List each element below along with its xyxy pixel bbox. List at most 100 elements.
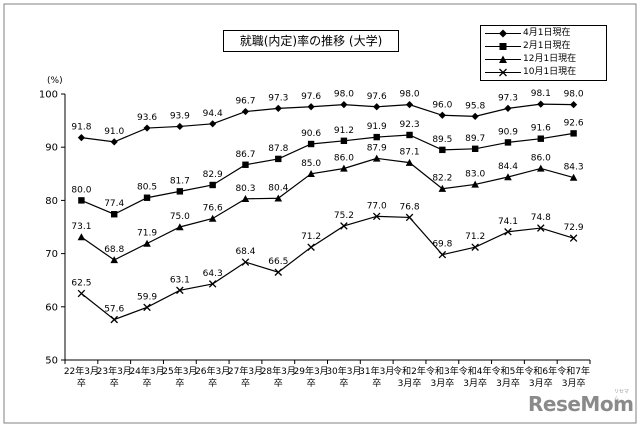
data-point [471,145,479,152]
data-label: 97.6 [367,92,387,102]
data-label: 64.3 [203,269,223,279]
data-label: 89.5 [432,135,452,145]
data-point [438,250,447,259]
x-tick-label: 31年3月卒 [359,365,394,389]
data-point [176,286,184,295]
x-tick-label: 24年3月卒 [129,365,164,389]
data-label: 80.4 [268,183,288,193]
x-tick-label: 30年3月卒 [326,365,361,389]
x-tick-label: 令和2年 3月卒 [393,365,426,389]
data-label: 91.9 [367,122,387,132]
data-point [405,158,414,166]
data-label: 82.9 [203,170,223,180]
data-point [143,239,151,247]
data-point [307,103,315,111]
data-label: 87.1 [400,148,420,158]
data-label: 66.5 [268,257,288,267]
data-label: 73.1 [71,222,91,232]
data-point [274,194,283,202]
outer-border [3,3,637,424]
x-tick-label: 令和6年 3月卒 [524,365,557,389]
data-point [143,124,151,132]
data-label: 69.8 [432,240,452,250]
data-point [307,243,315,251]
data-point [438,111,446,119]
data-label: 85.0 [301,159,321,169]
data-label: 76.6 [203,203,223,213]
data-label: 71.2 [465,232,485,242]
data-point [275,155,282,163]
data-point [569,101,578,109]
data-label: 98.1 [531,89,551,99]
data-point [110,256,119,264]
x-tick-label: 令和5年 3月卒 [492,365,525,389]
data-label: 98.0 [564,90,584,100]
data-point [471,180,479,188]
legend-marker-triangle-icon [485,55,521,63]
data-label: 87.9 [367,143,387,153]
data-point [340,137,348,145]
legend-label: 4月1日現在 [523,28,571,38]
data-label: 91.6 [531,124,551,134]
data-label: 74.1 [498,217,518,227]
data-label: 63.1 [170,275,190,285]
data-label: 74.8 [531,213,551,223]
data-label: 57.6 [104,305,124,315]
data-label: 98.0 [400,90,420,100]
data-point [340,101,348,109]
legend-item: 12月1日現在 [481,53,606,66]
data-label: 68.4 [235,247,255,257]
data-label: 68.8 [104,245,124,255]
legend-marker-diamond-icon [485,29,521,38]
data-point [438,184,447,192]
legend: 4月1日現在 2月1日現在 12月1日現在 10月1日現在 [480,25,607,81]
y-tick-label: 80 [45,196,58,207]
data-point [176,188,184,195]
data-point [208,214,217,222]
data-point [110,315,118,324]
data-point [405,101,414,109]
data-point [208,280,217,288]
data-label: 82.2 [432,174,452,184]
data-point [78,197,85,204]
data-label: 92.6 [564,118,584,128]
data-point [111,211,118,218]
data-label: 91.0 [104,127,124,137]
data-point [504,173,512,181]
logo-subtext: リセマム [614,389,630,402]
data-label: 90.6 [301,129,321,139]
x-tick-label: 22年3月卒 [64,365,99,389]
data-label: 86.0 [531,153,551,163]
data-label: 91.2 [334,126,354,136]
series-line [81,215,574,321]
data-label: 84.4 [498,162,518,172]
data-label: 87.8 [268,144,288,154]
data-label: 86.7 [235,150,255,160]
legend-label: 12月1日現在 [523,54,577,64]
data-point [372,212,381,221]
data-label: 77.4 [104,199,124,209]
data-label: 80.5 [137,183,157,193]
data-point [569,173,578,181]
data-label: 84.3 [564,163,584,173]
data-point [176,223,184,231]
data-point [209,181,216,189]
data-point [340,164,348,172]
data-label: 93.9 [170,111,190,121]
data-label: 98.0 [334,90,354,100]
data-point [406,131,413,139]
x-tick-label: 28年3月卒 [261,365,296,389]
data-point [471,243,479,251]
legend-item: 2月1日現在 [481,40,606,53]
data-point [77,289,86,298]
data-point [77,134,86,142]
data-label: 62.5 [71,279,91,289]
data-point [537,224,545,232]
data-label: 86.0 [334,153,354,163]
data-point [569,234,578,242]
data-point [373,103,381,111]
chart-title: 就職(内定)率の推移 (大学) [223,30,399,52]
data-label: 75.0 [170,212,190,222]
logo-text: ReseMom [528,392,634,416]
